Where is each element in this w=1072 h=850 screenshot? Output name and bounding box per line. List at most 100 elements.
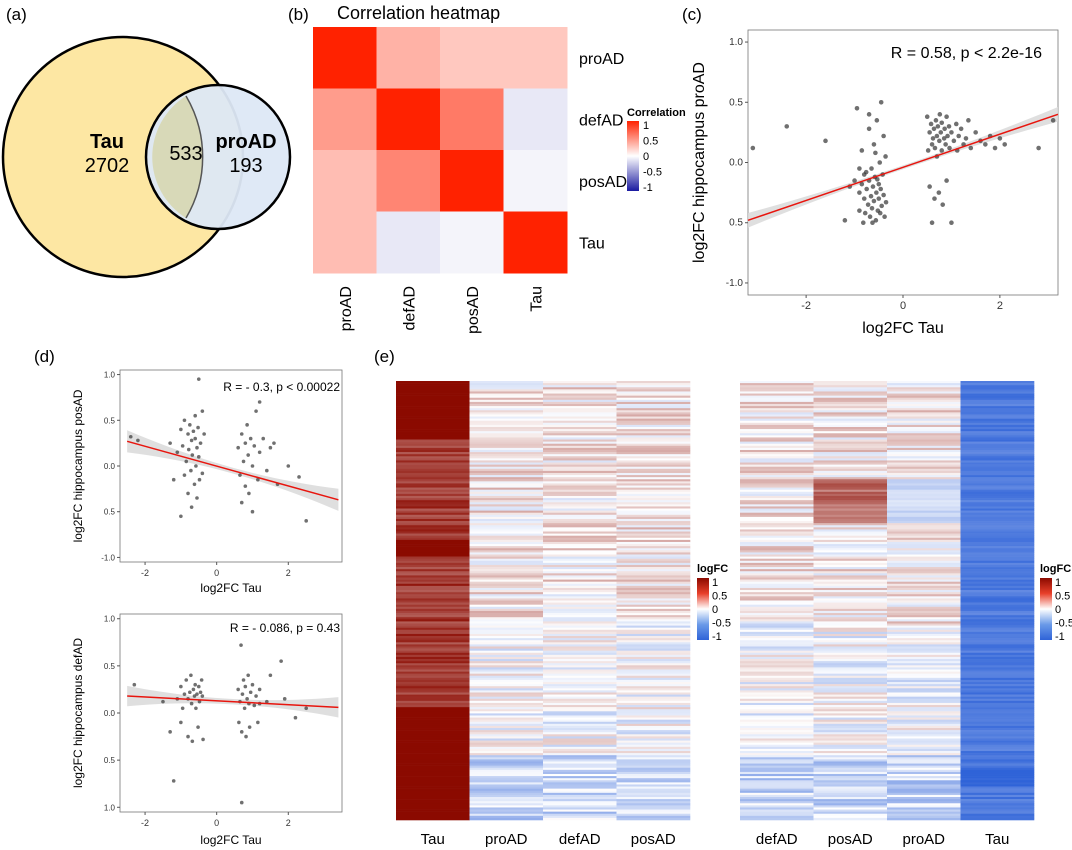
- heatmap-cell: [740, 556, 814, 559]
- heatmap-cell: [960, 544, 1035, 547]
- heatmap-cell: [813, 799, 888, 802]
- heatmap-cell: [887, 755, 961, 758]
- heatmap-cell: [543, 769, 617, 773]
- heatmap-cell: [960, 688, 1035, 691]
- heatmap-cell: [740, 713, 814, 716]
- heatmap-cell: [396, 623, 470, 626]
- heatmap-cell: [396, 590, 470, 593]
- heatmap-cell: [469, 403, 544, 407]
- x-tick-label: 2: [286, 568, 291, 578]
- heatmap-cell: [469, 412, 544, 415]
- logfc-legend-tick: -1: [712, 631, 722, 643]
- scatter-point: [196, 455, 201, 459]
- heatmap-cell: [469, 550, 544, 553]
- heatmap-cell: [740, 633, 814, 637]
- heatmap-cell: [616, 740, 691, 743]
- heatmap-cell: [543, 443, 617, 447]
- heatmap-cell: [616, 429, 691, 432]
- heatmap-cell: [396, 765, 470, 769]
- heatmap-cell: [740, 573, 814, 576]
- heatmap-cell: [396, 753, 470, 756]
- scatter-point: [265, 468, 269, 473]
- heatmap-cell: [616, 399, 691, 403]
- heatmap-cell: [740, 460, 814, 463]
- scatter-point: [245, 697, 249, 701]
- heatmap-cell: [960, 805, 1035, 808]
- heatmap-cell: [469, 564, 544, 568]
- heatmap-cell: [543, 583, 617, 587]
- heatmap-cell: [616, 569, 691, 572]
- heatmap-cell: [543, 728, 617, 731]
- heatmap-cell: [616, 464, 691, 468]
- heatmap-cell: [813, 581, 888, 585]
- heatmap-cell: [740, 462, 814, 465]
- heatmap-cell: [469, 782, 544, 785]
- heatmap-cell: [469, 558, 544, 562]
- heatmap-cell: [616, 767, 691, 771]
- heatmap-cell: [740, 468, 814, 472]
- heatmap-cell: [396, 774, 470, 777]
- heatmap-cell: [469, 439, 544, 442]
- heatmap-cell: [396, 414, 470, 417]
- heatmap-cell: [543, 788, 617, 792]
- scatter-point: [930, 136, 936, 141]
- heatmap-cell: [616, 728, 691, 731]
- heatmap-cell: [740, 418, 814, 422]
- heatmap-cell: [469, 694, 544, 697]
- heatmap-cell: [396, 665, 470, 668]
- heatmap-cell: [960, 485, 1035, 488]
- heatmap-cell: [740, 548, 814, 551]
- heatmap-cell: [616, 807, 691, 810]
- scatter-point: [248, 690, 253, 695]
- heatmap-cell: [740, 495, 814, 499]
- heatmap-cell: [887, 546, 961, 549]
- heatmap-cell: [469, 788, 544, 792]
- heatmap-cell: [616, 600, 691, 603]
- heatmap-cell: [740, 744, 814, 748]
- logfc-heatmap-left: Tau proAD defAD posAD: [396, 381, 691, 848]
- heatmap-cell: [543, 397, 617, 401]
- heatmap-cell: [813, 698, 888, 702]
- scatter-point: [184, 459, 189, 464]
- heatmap-cell: [616, 541, 691, 545]
- heatmap-cell: [469, 606, 544, 610]
- heatmap-cell: [740, 579, 814, 582]
- heatmap-cell: [543, 449, 617, 453]
- scatter-point: [246, 453, 250, 457]
- logfc-legend-tick: 1: [712, 577, 718, 589]
- heatmap-cell: [616, 659, 691, 662]
- heatmap-cell: [813, 631, 888, 635]
- heatmap-cell: [887, 385, 961, 388]
- heatmap-cell: [469, 416, 544, 419]
- x-axis-title: log2FC Tau: [862, 320, 944, 337]
- heatmap-cell: [960, 679, 1035, 683]
- scatter-point: [252, 444, 257, 448]
- heatmap-cell: [396, 805, 470, 808]
- heatmap-cell: [616, 725, 691, 729]
- correlation-cell: [313, 27, 377, 89]
- heatmap-cell: [813, 516, 888, 520]
- heatmap-cell: [740, 441, 814, 445]
- heatmap-cell: [740, 498, 814, 501]
- heatmap-cell: [396, 642, 470, 645]
- heatmap-cell: [543, 600, 617, 603]
- heatmap-cell: [960, 784, 1035, 787]
- heatmap-cell: [616, 389, 691, 392]
- scatter-point: [196, 425, 200, 430]
- scatter-point: [951, 138, 957, 144]
- heatmap-cell: [887, 533, 961, 536]
- x-axis-title: log2FC Tau: [200, 581, 261, 595]
- heatmap-cell: [543, 483, 617, 486]
- heatmap-cell: [960, 533, 1035, 536]
- heatmap-cell: [960, 491, 1035, 495]
- heatmap-cell: [960, 504, 1035, 507]
- heatmap-cell: [740, 554, 814, 557]
- heatmap-cell: [813, 661, 888, 664]
- heatmap-cell: [960, 554, 1035, 557]
- heatmap-cell: [740, 625, 814, 628]
- heatmap-cell: [543, 744, 617, 748]
- scatter-point: [198, 441, 203, 445]
- heatmap-cell: [469, 510, 544, 513]
- heatmap-cell: [813, 788, 888, 792]
- heatmap-cell: [887, 801, 961, 804]
